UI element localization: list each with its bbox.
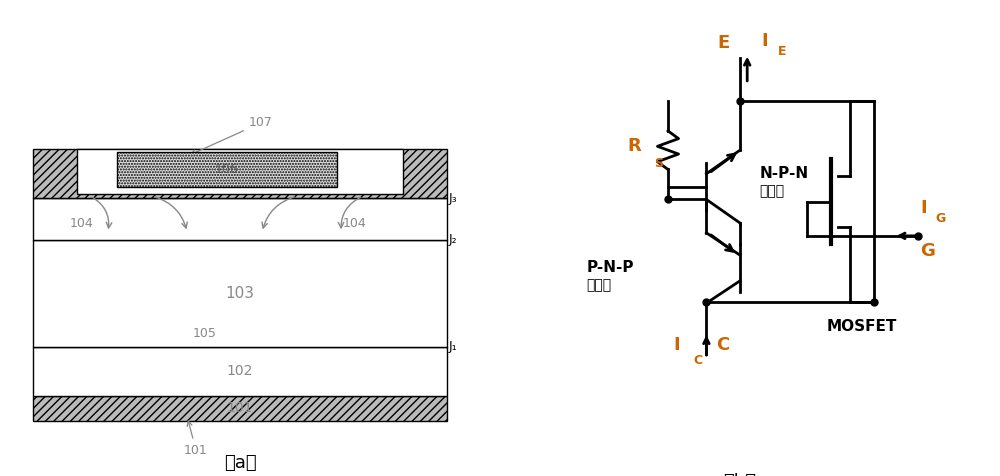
Text: MOSFET: MOSFET xyxy=(826,319,897,335)
Text: G: G xyxy=(936,212,946,225)
Text: J₁: J₁ xyxy=(449,340,458,353)
Bar xyxy=(77,149,403,194)
Text: 晶体管: 晶体管 xyxy=(586,278,612,292)
Text: 101: 101 xyxy=(227,401,253,416)
Bar xyxy=(117,152,337,187)
Text: 104: 104 xyxy=(343,217,366,229)
Text: S: S xyxy=(655,157,664,169)
Bar xyxy=(33,198,447,240)
Bar xyxy=(33,347,447,396)
Text: J₂: J₂ xyxy=(449,233,458,247)
Bar xyxy=(33,240,447,347)
Text: E: E xyxy=(777,45,786,58)
Text: （a）: （a） xyxy=(224,454,256,472)
Bar xyxy=(33,149,447,198)
Text: P-N-P: P-N-P xyxy=(586,260,634,276)
Text: G: G xyxy=(920,242,935,260)
Text: I: I xyxy=(762,31,768,50)
Text: 105: 105 xyxy=(193,327,217,340)
Text: R: R xyxy=(628,137,642,155)
Text: 107: 107 xyxy=(191,117,273,155)
Text: E: E xyxy=(717,34,729,51)
Text: 102: 102 xyxy=(227,364,253,378)
Text: C: C xyxy=(716,336,729,354)
Text: C: C xyxy=(693,354,702,367)
Text: 104: 104 xyxy=(70,217,93,229)
Text: 101: 101 xyxy=(184,421,208,456)
Bar xyxy=(33,396,447,421)
Text: 晶体管: 晶体管 xyxy=(759,184,784,198)
Text: 106: 106 xyxy=(215,163,239,176)
Text: 103: 103 xyxy=(226,286,254,301)
Text: I: I xyxy=(920,198,927,217)
Text: I: I xyxy=(673,336,680,354)
Text: （b）: （b） xyxy=(724,473,757,476)
Text: J₃: J₃ xyxy=(449,191,458,205)
Text: N-P-N: N-P-N xyxy=(759,166,808,181)
